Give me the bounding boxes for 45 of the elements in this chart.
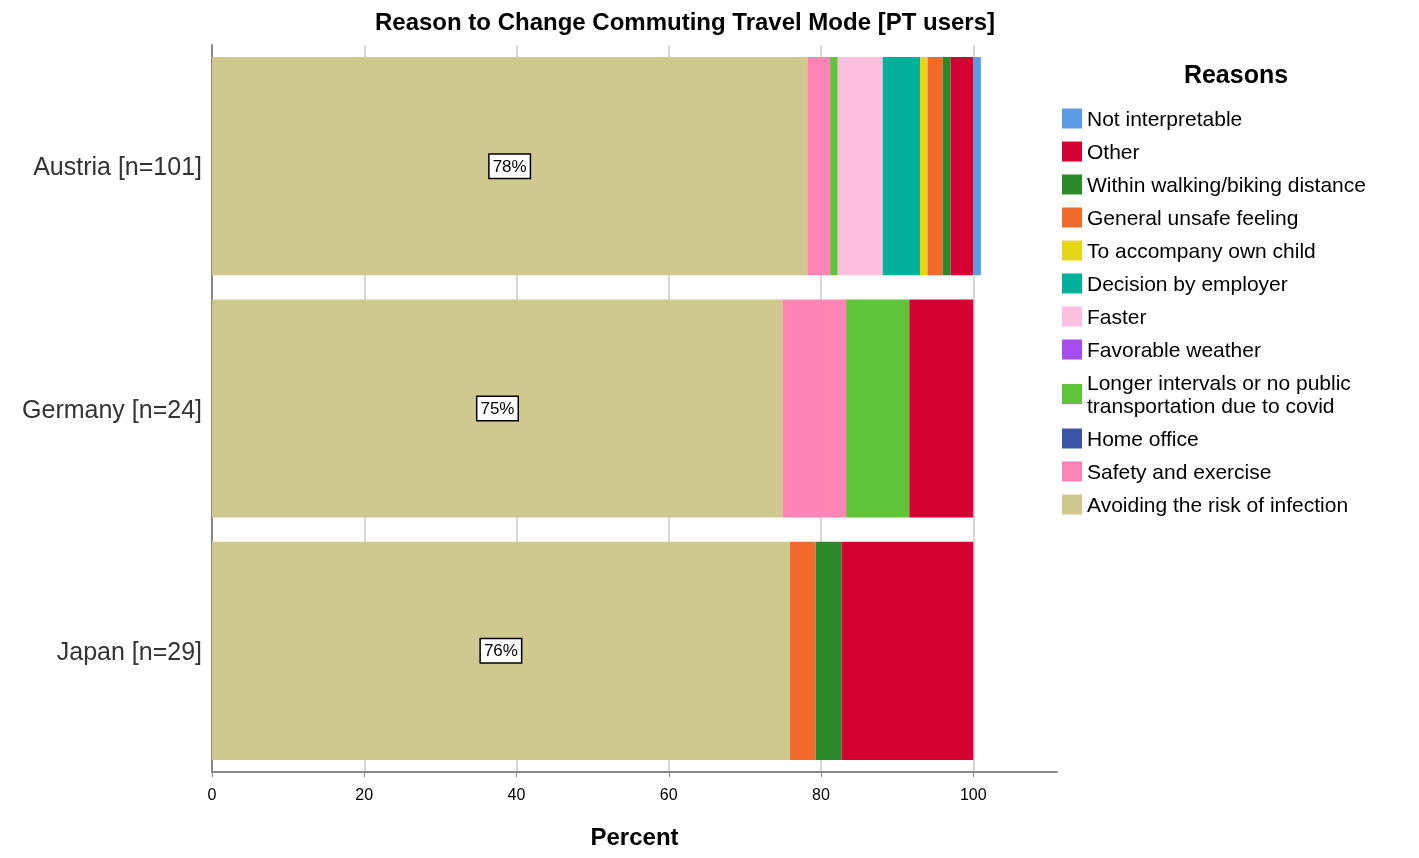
x-tick-label: 40 (507, 785, 526, 803)
legend-label: Longer intervals or no public transportation due to covid (1087, 371, 1357, 417)
bar (973, 57, 981, 276)
bar (882, 57, 920, 276)
legend-label: Faster (1087, 305, 1147, 328)
bar (212, 541, 790, 760)
bar (212, 299, 783, 518)
chart-title: Reason to Change Commuting Travel Mode [PT users] (374, 7, 996, 35)
legend-label: Decision by employer (1087, 272, 1288, 295)
bar (950, 57, 974, 276)
bar (815, 541, 842, 760)
bar (919, 57, 928, 276)
y-tick-label: Japan [n=29] (56, 636, 202, 665)
legend-label: Within walking/biking distance (1087, 173, 1366, 196)
legend-label: Other (1087, 140, 1140, 163)
legend-title: Reasons (1183, 59, 1289, 88)
data-label: 78% (492, 156, 527, 176)
bar (212, 57, 808, 276)
legend-label: General unsafe feeling (1087, 206, 1299, 229)
legend-label: Not interpretable (1087, 107, 1243, 130)
x-axis-title: Percent (590, 822, 679, 850)
bar (789, 541, 816, 760)
data-label: 76% (483, 641, 518, 661)
legend-label: Avoiding the risk of infection (1087, 493, 1349, 516)
bar (841, 541, 974, 760)
x-tick-label: 60 (659, 785, 678, 803)
x-tick-label: 20 (355, 785, 374, 803)
x-tick-label: 80 (812, 785, 831, 803)
y-tick-label: Austria [n=101] (33, 152, 202, 181)
x-tick-label: 0 (207, 785, 217, 803)
bar (830, 57, 838, 276)
bar (942, 57, 951, 276)
bar (909, 299, 974, 518)
y-tick-label: Germany [n=24] (22, 394, 202, 423)
x-tick-label: 100 (959, 785, 987, 803)
bar (807, 57, 831, 276)
bar (782, 299, 847, 518)
legend-label: To accompany own child (1087, 239, 1316, 262)
legend-label: Home office (1087, 427, 1199, 450)
bar (927, 57, 943, 276)
legend-label: Safety and exercise (1087, 460, 1272, 483)
bar (837, 57, 883, 276)
legend-label: Favorable weather (1087, 338, 1261, 361)
data-label: 75% (480, 399, 515, 418)
bar (846, 299, 910, 518)
